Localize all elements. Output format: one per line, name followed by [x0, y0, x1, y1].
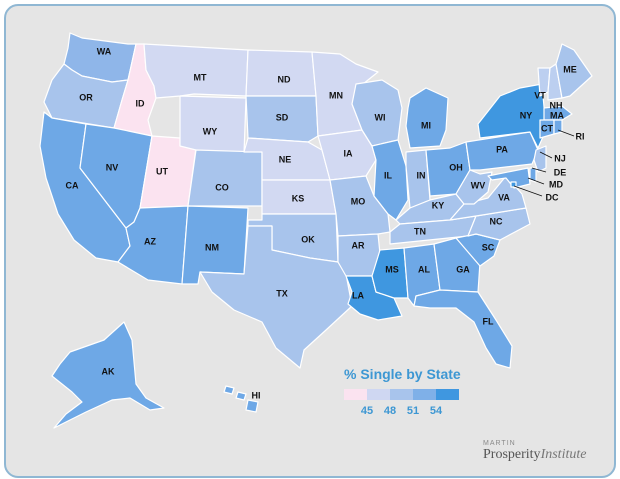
label-HI: HI — [252, 390, 261, 400]
state-MT — [143, 43, 249, 99]
state-HI — [245, 399, 259, 413]
state-FL — [413, 289, 513, 369]
state-labels: WA OR CA ID NV UT AZ MT WY CO NM ND SD N… — [66, 46, 585, 400]
label-NC: NC — [490, 216, 503, 226]
label-LA: LA — [352, 290, 364, 300]
label-leaders — [513, 129, 575, 197]
label-ME: ME — [563, 64, 577, 74]
state-NH — [547, 63, 563, 101]
label-DC: DC — [546, 192, 559, 202]
label-CT: CT — [541, 123, 553, 133]
label-NV: NV — [106, 162, 119, 172]
label-NY: NY — [520, 110, 533, 120]
label-ND: ND — [278, 74, 291, 84]
label-AR: AR — [352, 240, 365, 250]
state-AK — [51, 321, 165, 429]
label-MT: MT — [194, 72, 207, 82]
label-SD: SD — [276, 112, 289, 122]
label-CA: CA — [66, 180, 79, 190]
legend-title: % Single by State — [344, 366, 461, 382]
label-IN: IN — [417, 170, 426, 180]
label-VT: VT — [534, 90, 546, 100]
state-RI — [553, 119, 563, 135]
label-UT: UT — [156, 166, 168, 176]
label-AL: AL — [418, 264, 430, 274]
label-WI: WI — [375, 112, 386, 122]
label-WA: WA — [97, 46, 112, 56]
label-CO: CO — [215, 182, 229, 192]
label-GA: GA — [456, 264, 470, 274]
state-HI — [223, 385, 235, 395]
state-WY — [179, 95, 247, 155]
state-WV — [455, 169, 493, 205]
label-ID: ID — [136, 98, 146, 108]
label-TX: TX — [276, 288, 288, 298]
label-MD: MD — [549, 179, 563, 189]
label-MI: MI — [421, 120, 431, 130]
state-HI — [235, 391, 247, 401]
state-TX — [199, 225, 353, 369]
state-MA — [543, 105, 573, 121]
label-MA: MA — [550, 110, 564, 120]
state-MI — [405, 87, 449, 149]
label-AZ: AZ — [144, 236, 156, 246]
label-IA: IA — [344, 148, 354, 158]
label-MN: MN — [329, 90, 343, 100]
state-DE — [529, 167, 537, 183]
label-SC: SC — [482, 242, 495, 252]
state-NJ — [533, 145, 547, 173]
label-OR: OR — [79, 92, 93, 102]
legend-swatch — [413, 389, 436, 400]
legend-tick: 51 — [406, 405, 420, 417]
logo-italic-word: Institute — [540, 447, 587, 462]
legend-color-bar — [344, 389, 459, 400]
label-OK: OK — [301, 234, 315, 244]
logo-word: Prosperity — [483, 447, 541, 462]
logo-main-text: ProsperityInstitute — [483, 447, 586, 463]
label-AK: AK — [102, 366, 115, 376]
state-CO — [187, 149, 263, 207]
logo-top-text: MARTIN — [483, 440, 516, 447]
legend-swatch — [436, 389, 459, 400]
legend-ticks: 45 48 51 54 — [344, 405, 468, 419]
legend-tick: 45 — [360, 405, 374, 417]
state-ND — [245, 49, 317, 97]
legend-swatch — [390, 389, 413, 400]
label-NM: NM — [205, 242, 219, 252]
martin-prosperity-logo: MARTIN ProsperityInstitute — [483, 440, 601, 468]
legend-swatch — [344, 389, 367, 400]
state-MD — [487, 167, 531, 189]
label-NH: NH — [550, 100, 563, 110]
label-FL: FL — [483, 316, 494, 326]
label-WV: WV — [471, 180, 486, 190]
label-OH: OH — [449, 162, 463, 172]
label-WY: WY — [203, 126, 218, 136]
label-IL: IL — [384, 170, 393, 180]
label-TN: TN — [414, 226, 426, 236]
label-MO: MO — [351, 196, 366, 206]
label-VA: VA — [498, 192, 510, 202]
label-KS: KS — [292, 193, 305, 203]
legend-tick: 48 — [383, 405, 397, 417]
label-RI: RI — [576, 131, 585, 141]
label-MS: MS — [385, 264, 399, 274]
label-DE: DE — [554, 167, 567, 177]
label-PA: PA — [496, 144, 508, 154]
state-ME — [555, 43, 593, 99]
label-KY: KY — [432, 200, 445, 210]
label-NJ: NJ — [554, 153, 566, 163]
legend-tick: 54 — [429, 405, 443, 417]
state-SD — [245, 95, 319, 143]
label-NE: NE — [279, 154, 292, 164]
legend-swatch — [367, 389, 390, 400]
